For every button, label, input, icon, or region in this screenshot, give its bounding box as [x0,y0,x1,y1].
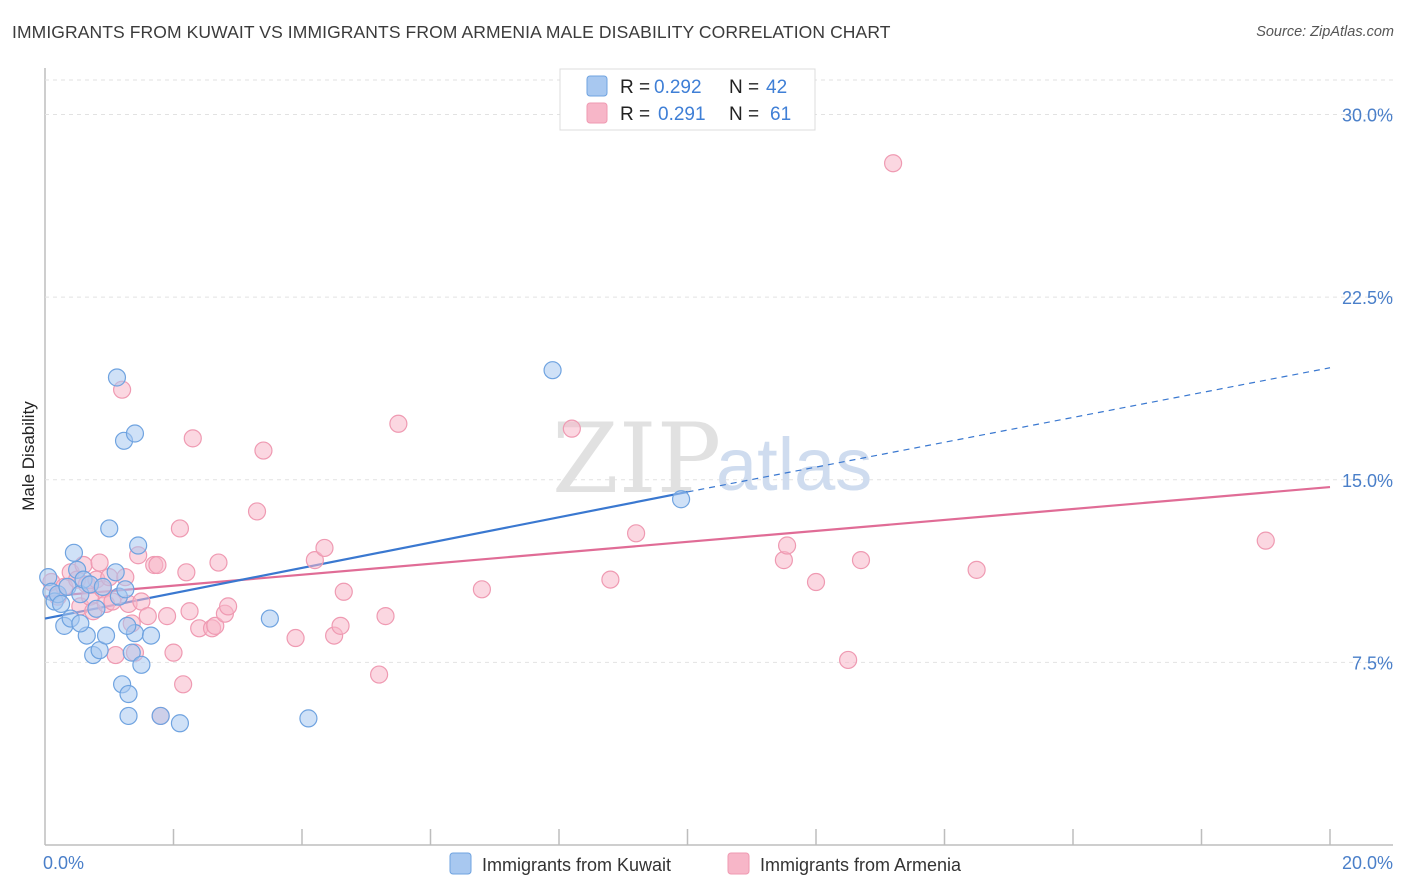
point-armenia [206,616,225,635]
point-armenia [219,597,238,616]
point-kuwait [87,599,106,618]
point-armenia [806,572,826,592]
point-kuwait [122,643,141,662]
bottom-legend-swatch-armenia [727,852,750,875]
point-armenia [157,607,177,626]
point-armenia [389,414,408,433]
data-points [39,154,1275,733]
watermark-atlas: atlas [716,423,872,506]
legend-r-label-kuwait: R = [620,77,655,98]
legend-swatch-kuwait [586,75,608,97]
point-armenia [106,645,125,665]
y-tick-label: 30.0% [1342,106,1393,126]
point-armenia [334,582,353,601]
chart-source: Source: ZipAtlas.com [1256,24,1394,40]
point-kuwait [64,543,84,562]
x-tick-label-min: 0.0% [43,853,84,873]
y-tick-label: 7.5% [1352,653,1393,673]
point-kuwait [93,577,112,596]
point-kuwait [106,563,125,582]
svg-text:R = 0.292 N =: R = 0.292 N = 42 [620,77,787,98]
point-armenia [286,628,305,648]
point-armenia [967,560,986,579]
point-kuwait [107,368,127,387]
legend-swatch-armenia [586,102,608,124]
point-armenia [247,502,267,521]
legend-n-value-armenia: 61 [770,104,791,125]
point-armenia [601,570,620,589]
point-armenia [851,551,871,570]
point-kuwait [543,361,562,380]
point-armenia [174,675,193,694]
x-tick-label-max: 20.0% [1342,853,1393,873]
point-armenia [376,607,395,626]
bottom-legend-swatch-kuwait [449,852,472,875]
legend-r-label-armenia: R = [620,104,655,125]
point-armenia [562,419,581,438]
point-armenia [839,650,858,670]
point-armenia [472,580,491,599]
point-kuwait [132,655,151,674]
x-axis-ticks [172,829,1331,845]
y-tick-label: 15.0% [1342,471,1393,491]
point-kuwait [116,580,135,599]
legend-r-value-kuwait: 0.292 [654,77,702,98]
point-kuwait [129,536,148,555]
point-armenia [777,536,797,555]
point-armenia [148,555,167,575]
point-kuwait [51,594,71,614]
point-armenia [183,429,202,448]
legend-n-label-armenia: N = [729,104,764,125]
point-kuwait [299,709,318,728]
point-armenia [1256,531,1275,550]
point-kuwait [170,714,190,733]
point-kuwait [125,424,145,443]
point-armenia [254,441,273,460]
point-kuwait [671,490,691,509]
bottom-legend: Immigrants from Kuwait Immigrants from A… [449,852,962,875]
point-armenia [90,553,109,572]
legend-n-value-kuwait: 42 [766,77,787,98]
point-armenia [180,602,199,621]
point-armenia [305,551,324,570]
point-armenia [177,563,196,582]
point-armenia [138,607,157,626]
point-kuwait [96,626,116,645]
point-kuwait [260,609,279,628]
legend: R = 0.292 N = 42 R = 0.291 N = 61 [559,68,816,131]
point-kuwait [119,706,138,726]
svg-text:R = 0.291 N =: R = 0.291 N = 61 [620,104,791,125]
bottom-legend-label-kuwait: Immigrants from Kuwait [482,855,671,875]
point-kuwait [100,519,119,538]
point-armenia [626,524,646,543]
point-kuwait [118,616,137,635]
legend-n-label-kuwait: N = [729,77,764,98]
point-kuwait [151,706,170,726]
bottom-legend-label-armenia: Immigrants from Armenia [760,855,962,875]
point-armenia [164,643,183,662]
point-armenia [315,538,334,558]
y-axis-title: Male Disability [19,401,38,511]
watermark-zip: ZIP [552,403,721,515]
point-armenia [370,665,389,684]
trend-lines [44,367,1331,620]
grid-lines [45,79,1393,663]
point-armenia [170,519,190,538]
chart-title: IMMIGRANTS FROM KUWAIT VS IMMIGRANTS FRO… [12,22,891,42]
point-armenia [883,154,903,173]
y-tick-labels: 7.5% 15.0% 22.5% 30.0% [1342,106,1393,674]
y-tick-label: 22.5% [1342,288,1393,308]
point-kuwait [141,626,161,645]
point-armenia [209,553,228,572]
point-armenia [331,616,350,635]
point-kuwait [71,614,90,633]
trend-line-armenia [44,485,1331,598]
trend-line-kuwait [44,490,688,620]
point-kuwait [119,684,138,704]
legend-r-value-armenia: 0.291 [658,104,706,125]
